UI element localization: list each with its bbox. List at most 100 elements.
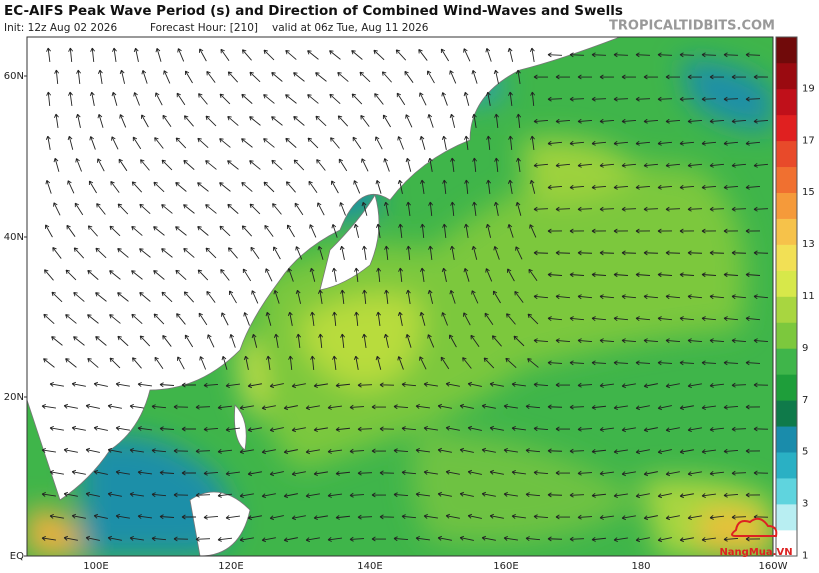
arrow (287, 311, 293, 326)
arrow (129, 404, 144, 409)
arrow (227, 115, 239, 126)
lon-label: 140E (357, 561, 382, 572)
arrow (381, 71, 392, 83)
arrow (533, 294, 549, 300)
arrow (173, 404, 189, 410)
arrow (709, 206, 725, 212)
arrow (577, 118, 593, 124)
arrow (547, 228, 563, 234)
arrow (93, 425, 108, 431)
arrow (665, 250, 681, 256)
arrow (467, 469, 482, 475)
arrow (687, 74, 703, 80)
arrow (93, 381, 108, 387)
arrow (137, 426, 152, 431)
arrow (131, 313, 143, 324)
arrow (97, 69, 103, 84)
arrow (450, 157, 455, 173)
arrow (533, 118, 549, 124)
arrow (405, 157, 412, 172)
arrow (227, 203, 239, 214)
arrow (177, 48, 185, 62)
colorbar-label: 1 (802, 551, 808, 562)
arrow (46, 91, 52, 107)
arrow (353, 223, 360, 238)
arrow (269, 471, 284, 477)
arrow (44, 224, 53, 238)
arrow (440, 356, 450, 370)
arrow (481, 535, 496, 541)
arrow (621, 383, 636, 389)
arrow (426, 70, 435, 84)
arrow (533, 514, 549, 520)
colorbar-swatch (776, 322, 797, 349)
arrow (745, 404, 761, 410)
arrow (371, 536, 387, 542)
arrow (181, 382, 197, 388)
arrow (577, 250, 593, 256)
lat-label: 40N (4, 232, 24, 243)
init-time: Init: 12z Aug 02 2026 (4, 22, 117, 34)
arrow (197, 226, 209, 236)
arrow (239, 537, 254, 543)
arrow (709, 162, 725, 168)
arrow (205, 160, 217, 170)
arrow (613, 272, 629, 278)
arrow (357, 382, 373, 388)
arrow (657, 449, 672, 455)
arrow (54, 69, 60, 85)
arrow (449, 290, 456, 304)
arrow (305, 493, 320, 499)
arrow (635, 228, 651, 234)
arrow (133, 47, 139, 62)
arrow (357, 514, 373, 520)
arrow (665, 206, 681, 212)
arrow (115, 425, 130, 431)
arrow (41, 536, 56, 541)
arrow (272, 203, 282, 215)
arrow (569, 492, 585, 498)
arrow (745, 448, 761, 454)
arrow (197, 182, 209, 192)
arrow (151, 492, 167, 498)
arrow (445, 425, 460, 431)
arrow (43, 313, 55, 325)
arrow (285, 137, 297, 148)
arrow (547, 272, 563, 278)
arrow (393, 404, 409, 410)
arrow (555, 118, 571, 124)
arrow (492, 290, 501, 304)
arrow (471, 69, 478, 84)
logo: NangMua.VN (719, 517, 793, 558)
arrow (613, 493, 628, 499)
arrow (401, 514, 417, 520)
arrow (635, 316, 651, 322)
arrow (527, 313, 539, 325)
logo-text: NangMua.VN (719, 547, 792, 558)
arrow (379, 382, 395, 388)
arrow (753, 206, 769, 212)
arrow (195, 448, 211, 454)
arrow (513, 335, 525, 347)
arrow (65, 358, 77, 368)
arrow (53, 202, 61, 216)
arrow (405, 289, 411, 304)
arrow (723, 184, 739, 190)
arrow (507, 47, 514, 62)
colorbar-label: 7 (802, 395, 808, 406)
arrow (107, 535, 122, 541)
arrow (555, 206, 571, 212)
arrow (401, 382, 417, 388)
arrow (701, 96, 717, 102)
arrow (85, 403, 100, 409)
arrow (555, 338, 571, 344)
arrow (225, 515, 240, 520)
arrow (110, 180, 120, 193)
arrow (687, 250, 703, 256)
arrow (635, 96, 651, 102)
arrow (219, 182, 231, 192)
arrow (423, 381, 438, 387)
arrow (176, 313, 186, 325)
arrow (507, 224, 514, 238)
arrow (445, 381, 460, 387)
